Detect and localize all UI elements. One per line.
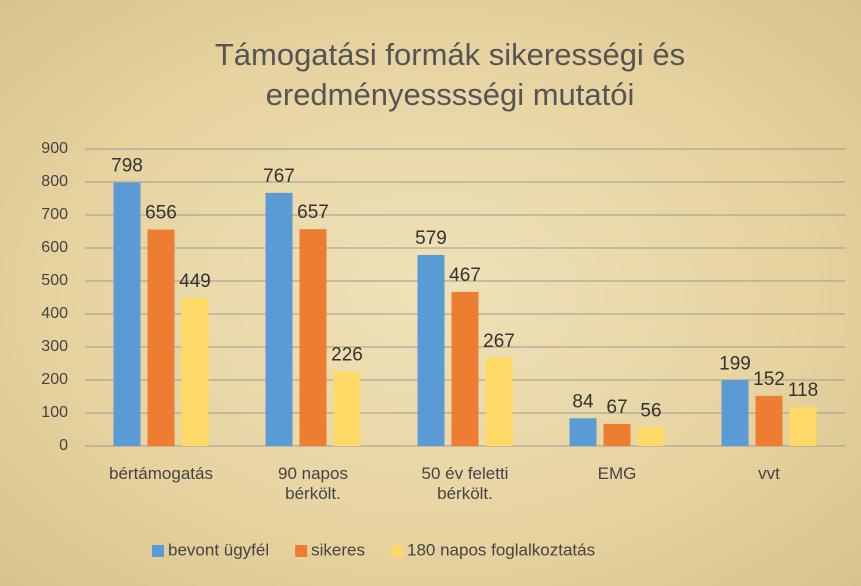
y-tick-label: 300 — [41, 338, 68, 355]
legend-label: bevont ügyfél — [168, 540, 269, 559]
y-tick-label: 0 — [59, 437, 68, 454]
value-label: 56 — [640, 401, 661, 422]
bar — [789, 407, 817, 446]
value-label: 767 — [263, 166, 295, 187]
y-tick-label: 100 — [41, 404, 68, 421]
value-label: 657 — [297, 202, 329, 223]
x-tick-label: EMG — [597, 464, 637, 483]
bar — [721, 380, 749, 446]
legend-swatch — [391, 545, 403, 557]
x-tick-label: bértámogatás — [109, 464, 213, 483]
bar — [299, 229, 327, 446]
bar — [637, 427, 665, 446]
bar — [755, 395, 783, 446]
legend-swatch — [295, 545, 308, 557]
bar — [485, 357, 513, 446]
x-tick-label: 50 év feletti bérkölt. — [421, 464, 509, 503]
bar — [265, 192, 293, 446]
value-label: 84 — [572, 391, 594, 412]
value-label: 267 — [483, 331, 515, 352]
bar — [417, 254, 445, 446]
y-tick-label: 700 — [41, 206, 68, 223]
value-label: 118 — [788, 380, 818, 401]
legend-label: sikeres — [311, 540, 365, 559]
value-label: 152 — [753, 369, 785, 390]
bar — [181, 297, 209, 446]
y-tick-label: 800 — [41, 173, 68, 190]
bar — [333, 371, 361, 446]
bar — [147, 229, 175, 446]
y-tick-label: 900 — [41, 140, 68, 157]
chart-title: eredményesssségi mutatói — [266, 77, 635, 112]
bar — [113, 182, 141, 446]
value-label: 798 — [111, 156, 143, 177]
bar — [451, 291, 479, 446]
y-tick-label: 400 — [41, 305, 68, 322]
y-tick-label: 200 — [41, 371, 68, 388]
x-tick-label: 90 napos bérkölt. — [278, 464, 348, 503]
value-label: 199 — [719, 353, 751, 374]
value-label: 467 — [449, 265, 481, 286]
legend-label: 180 napos foglalkoztatás — [407, 540, 595, 559]
chart-title: Támogatási formák sikerességi és — [215, 37, 685, 72]
bar — [569, 418, 597, 446]
bar — [603, 423, 631, 446]
value-label: 656 — [145, 203, 177, 224]
legend-swatch — [152, 545, 164, 557]
value-label: 226 — [331, 344, 363, 365]
y-tick-label: 500 — [41, 272, 68, 289]
y-tick-label: 600 — [41, 239, 68, 256]
value-label: 579 — [415, 228, 447, 249]
value-label: 67 — [606, 397, 627, 418]
value-label: 449 — [179, 271, 211, 292]
x-tick-label: vvt — [758, 464, 780, 483]
